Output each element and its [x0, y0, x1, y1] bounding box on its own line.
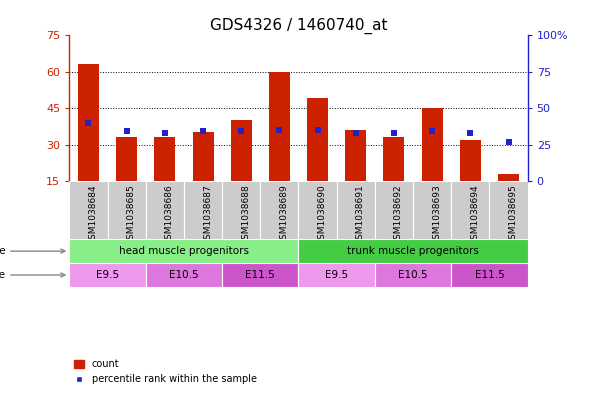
Bar [307, 99, 328, 181]
Text: GSM1038693: GSM1038693 [432, 184, 441, 245]
Text: E9.5: E9.5 [96, 270, 119, 280]
Title: GDS4326 / 1460740_at: GDS4326 / 1460740_at [210, 18, 387, 34]
Text: GSM1038689: GSM1038689 [279, 184, 288, 245]
Bar [490, 181, 528, 239]
Bar [192, 132, 213, 181]
Bar [69, 239, 298, 263]
Text: GSM1038686: GSM1038686 [165, 184, 174, 245]
Bar [269, 72, 290, 181]
Bar [460, 140, 481, 181]
Text: GSM1038694: GSM1038694 [470, 184, 479, 244]
Bar [222, 181, 260, 239]
Text: E11.5: E11.5 [245, 270, 275, 280]
Text: trunk muscle progenitors: trunk muscle progenitors [347, 246, 479, 256]
Text: head muscle progenitors: head muscle progenitors [119, 246, 249, 256]
Text: E9.5: E9.5 [325, 270, 349, 280]
Bar [146, 181, 184, 239]
Bar [421, 108, 443, 181]
Bar [146, 263, 222, 287]
Bar [154, 137, 175, 181]
Text: E11.5: E11.5 [475, 270, 504, 280]
Text: GSM1038684: GSM1038684 [89, 184, 98, 244]
Text: GSM1038688: GSM1038688 [241, 184, 250, 245]
Bar [375, 181, 413, 239]
Text: GSM1038692: GSM1038692 [394, 184, 403, 244]
Bar [346, 130, 366, 181]
Bar [336, 181, 375, 239]
Bar [298, 181, 336, 239]
Text: GSM1038691: GSM1038691 [356, 184, 365, 245]
Bar [375, 263, 451, 287]
Text: GSM1038685: GSM1038685 [127, 184, 136, 245]
Text: cell type: cell type [0, 246, 65, 256]
Bar [451, 181, 490, 239]
Text: GSM1038695: GSM1038695 [508, 184, 517, 245]
Bar [231, 120, 251, 181]
Bar [78, 64, 99, 181]
Bar [413, 181, 451, 239]
Text: GSM1038687: GSM1038687 [203, 184, 212, 245]
Text: GSM1038690: GSM1038690 [318, 184, 327, 245]
Text: development stage: development stage [0, 270, 65, 280]
Bar [451, 263, 528, 287]
Bar [116, 137, 137, 181]
Bar [260, 181, 298, 239]
Bar [69, 181, 107, 239]
Text: E10.5: E10.5 [398, 270, 428, 280]
Bar [69, 263, 146, 287]
Bar [298, 239, 528, 263]
Legend: count, percentile rank within the sample: count, percentile rank within the sample [74, 359, 257, 384]
Bar [384, 137, 405, 181]
Bar [222, 263, 298, 287]
Bar [298, 263, 375, 287]
Bar [184, 181, 222, 239]
Text: E10.5: E10.5 [169, 270, 199, 280]
Bar [107, 181, 146, 239]
Bar [498, 174, 519, 181]
